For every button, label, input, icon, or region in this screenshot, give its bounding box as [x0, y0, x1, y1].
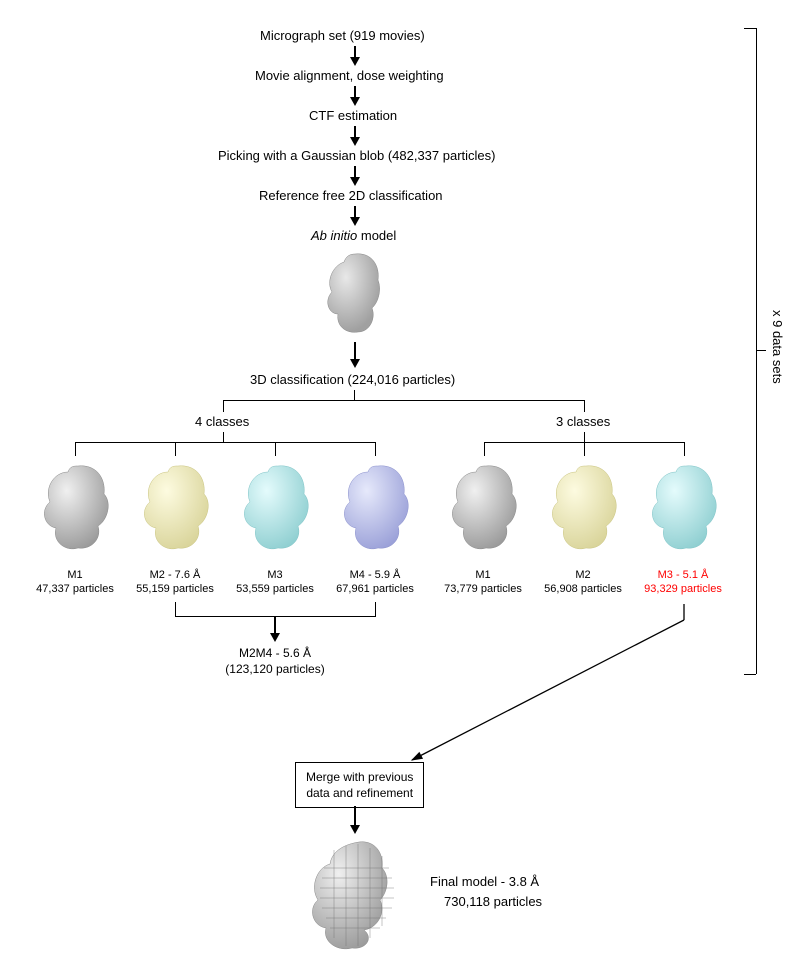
c1-title: M1: [30, 568, 120, 582]
merge-box-l2: data and refinement: [306, 786, 413, 800]
c2-title: M2 - 7.6 Å: [130, 568, 220, 582]
step-abinitio: Ab initio model: [311, 228, 396, 243]
c5-title: M1: [438, 568, 528, 582]
c6-sub: 56,908 particles: [538, 582, 628, 596]
c3-sub: 53,559 particles: [230, 582, 320, 596]
merge-line: [375, 602, 376, 616]
c4-title: M4 - 5.9 Å: [330, 568, 420, 582]
step-micrograph: Micrograph set (919 movies): [260, 28, 425, 43]
bracket-line: [744, 674, 756, 675]
step-ctf: CTF estimation: [309, 108, 397, 123]
final-line1: Final model - 3.8 Å: [430, 872, 542, 892]
label-m2m4: M2M4 - 5.6 Å (123,120 particles): [210, 646, 340, 677]
tree-line: [175, 442, 176, 456]
step-3d: 3D classification (224,016 particles): [250, 372, 455, 387]
c1-sub: 47,337 particles: [30, 582, 120, 596]
arrow-head: [350, 57, 360, 66]
label-3classes: 3 classes: [556, 414, 610, 429]
class-blob-m1b: [446, 460, 526, 554]
bracket-line: [744, 28, 756, 29]
class-blob-m3a: [238, 460, 318, 554]
arrow-head: [350, 359, 360, 368]
arrow-stem: [354, 806, 356, 826]
merge-line: [175, 602, 176, 616]
merge-box: Merge with previous data and refinement: [295, 762, 424, 808]
arrow-head: [270, 633, 280, 642]
arrow-stem: [354, 342, 356, 360]
tree-line: [75, 442, 76, 456]
tree-line: [375, 442, 376, 456]
tree-line: [75, 442, 375, 443]
label-c7: M3 - 5.1 Å 93,329 particles: [638, 568, 728, 597]
tree-line: [223, 400, 585, 401]
class-blob-m1a: [38, 460, 118, 554]
c7-title: M3 - 5.1 Å: [638, 568, 728, 582]
c5-sub: 73,779 particles: [438, 582, 528, 596]
arrow-head: [350, 97, 360, 106]
label-c1: M1 47,337 particles: [30, 568, 120, 597]
tree-line: [354, 390, 355, 400]
tree-line: [275, 442, 276, 456]
step-alignment: Movie alignment, dose weighting: [255, 68, 444, 83]
class-blob-m4: [338, 460, 418, 554]
abinitio-normal: model: [357, 228, 396, 243]
step-2d: Reference free 2D classification: [259, 188, 443, 203]
class-blob-m3b: [646, 460, 726, 554]
m2m4-title: M2M4 - 5.6 Å: [210, 646, 340, 662]
label-c3: M3 53,559 particles: [230, 568, 320, 597]
c4-sub: 67,961 particles: [330, 582, 420, 596]
c6-title: M2: [538, 568, 628, 582]
arrow-stem: [274, 616, 276, 634]
label-4classes: 4 classes: [195, 414, 249, 429]
class-blob-m2: [138, 460, 218, 554]
tree-line: [684, 442, 685, 456]
label-c4: M4 - 5.9 Å 67,961 particles: [330, 568, 420, 597]
abinitio-blob: [320, 248, 390, 338]
arrow-head: [350, 177, 360, 186]
class-blob-m2b: [546, 460, 626, 554]
tree-line: [223, 432, 224, 442]
tree-line: [584, 432, 585, 442]
side-label: x 9 data sets: [770, 310, 785, 384]
c3-title: M3: [230, 568, 320, 582]
c2-sub: 55,159 particles: [130, 582, 220, 596]
arrow-head: [350, 217, 360, 226]
label-c5: M1 73,779 particles: [438, 568, 528, 597]
abinitio-italic: Ab initio: [311, 228, 357, 243]
step-picking: Picking with a Gaussian blob (482,337 pa…: [218, 148, 495, 163]
label-c6: M2 56,908 particles: [538, 568, 628, 597]
tree-line: [484, 442, 485, 456]
final-model-blob: [304, 838, 414, 953]
tree-line: [584, 442, 585, 456]
tree-line: [584, 400, 585, 412]
m2m4-sub: (123,120 particles): [210, 662, 340, 678]
label-c2: M2 - 7.6 Å 55,159 particles: [130, 568, 220, 597]
final-line2: 730,118 particles: [430, 892, 542, 912]
c7-sub: 93,329 particles: [638, 582, 728, 596]
arrow-head: [350, 825, 360, 834]
final-text: Final model - 3.8 Å 730,118 particles: [430, 872, 542, 911]
arrow-head: [350, 137, 360, 146]
tree-line: [223, 400, 224, 412]
merge-box-l1: Merge with previous: [306, 770, 413, 784]
bracket-line: [756, 350, 766, 351]
